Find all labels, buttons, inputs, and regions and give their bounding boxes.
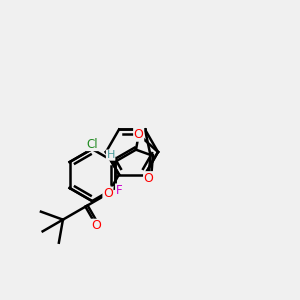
Text: O: O: [144, 172, 154, 185]
Text: O: O: [134, 128, 144, 141]
Text: O: O: [92, 219, 101, 232]
Text: O: O: [103, 187, 113, 200]
Text: Cl: Cl: [86, 137, 98, 151]
Text: F: F: [116, 184, 122, 197]
Text: H: H: [106, 150, 115, 160]
